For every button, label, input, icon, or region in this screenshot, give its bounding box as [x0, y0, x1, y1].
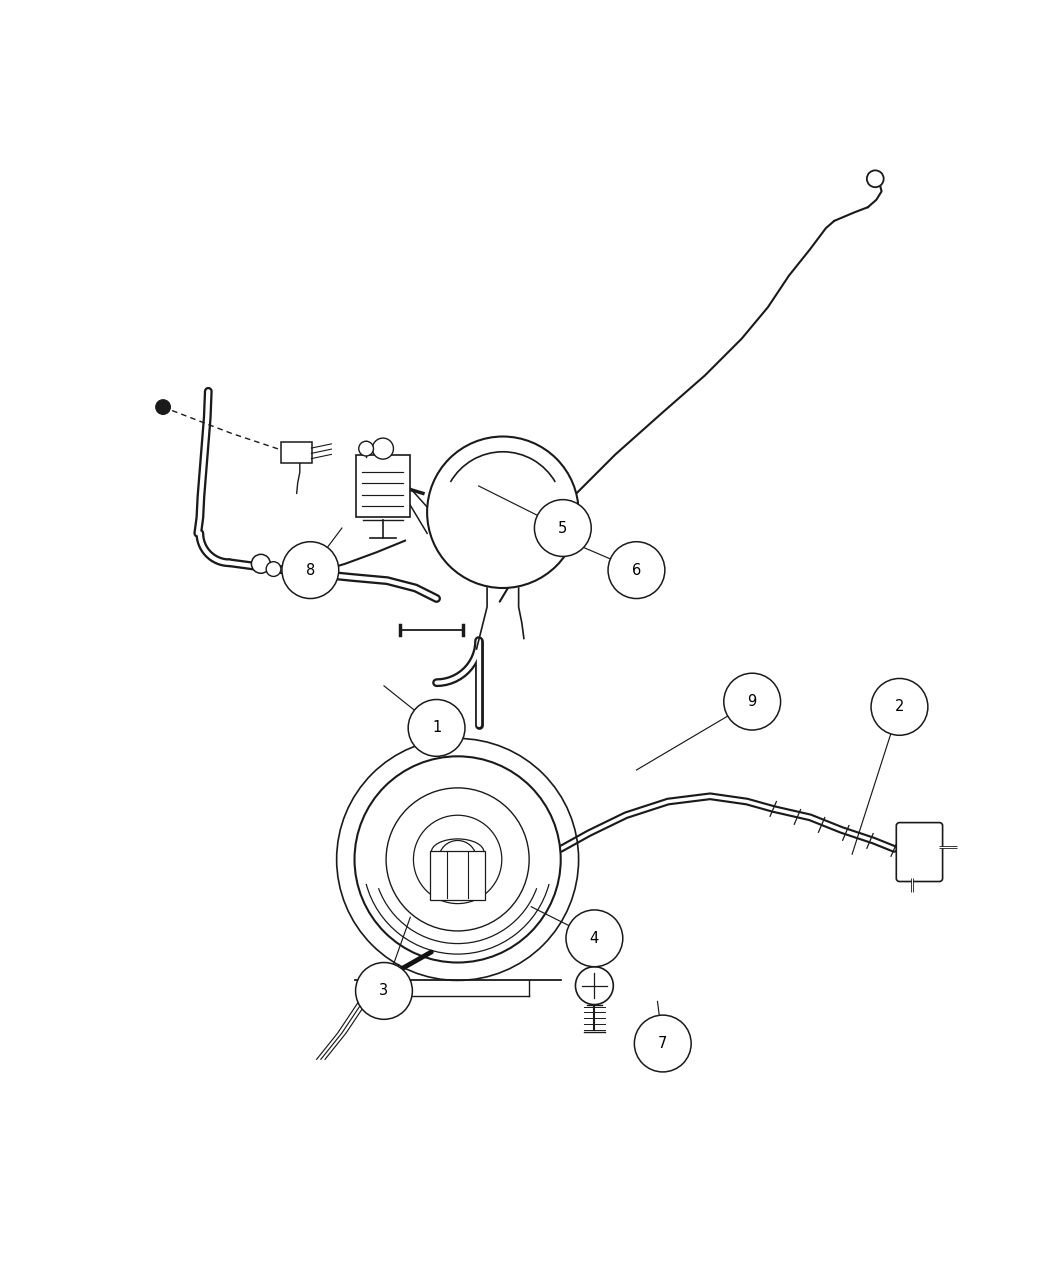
Circle shape — [372, 438, 393, 460]
Circle shape — [575, 967, 613, 1005]
Text: 4: 4 — [590, 931, 599, 946]
FancyBboxPatch shape — [356, 455, 410, 517]
Circle shape — [608, 541, 665, 599]
Text: 7: 7 — [659, 1036, 667, 1051]
Circle shape — [867, 170, 884, 188]
Text: 6: 6 — [632, 563, 641, 577]
Circle shape — [355, 756, 561, 963]
Text: 2: 2 — [895, 700, 904, 714]
Circle shape — [356, 963, 412, 1019]
Circle shape — [534, 499, 591, 557]
Circle shape — [359, 442, 373, 456]
Text: 5: 5 — [559, 521, 567, 535]
Text: 9: 9 — [748, 695, 756, 709]
Circle shape — [251, 554, 270, 573]
Circle shape — [871, 678, 928, 736]
Circle shape — [266, 562, 281, 576]
FancyBboxPatch shape — [896, 822, 943, 881]
Circle shape — [724, 673, 781, 730]
Circle shape — [427, 437, 579, 587]
Circle shape — [408, 700, 465, 756]
Text: 3: 3 — [380, 983, 388, 999]
Circle shape — [634, 1015, 691, 1071]
Circle shape — [282, 541, 339, 599]
FancyBboxPatch shape — [430, 850, 485, 900]
Circle shape — [156, 400, 170, 415]
FancyBboxPatch shape — [281, 442, 312, 462]
Circle shape — [566, 911, 623, 967]
Text: 1: 1 — [432, 720, 441, 736]
Text: 8: 8 — [306, 563, 315, 577]
